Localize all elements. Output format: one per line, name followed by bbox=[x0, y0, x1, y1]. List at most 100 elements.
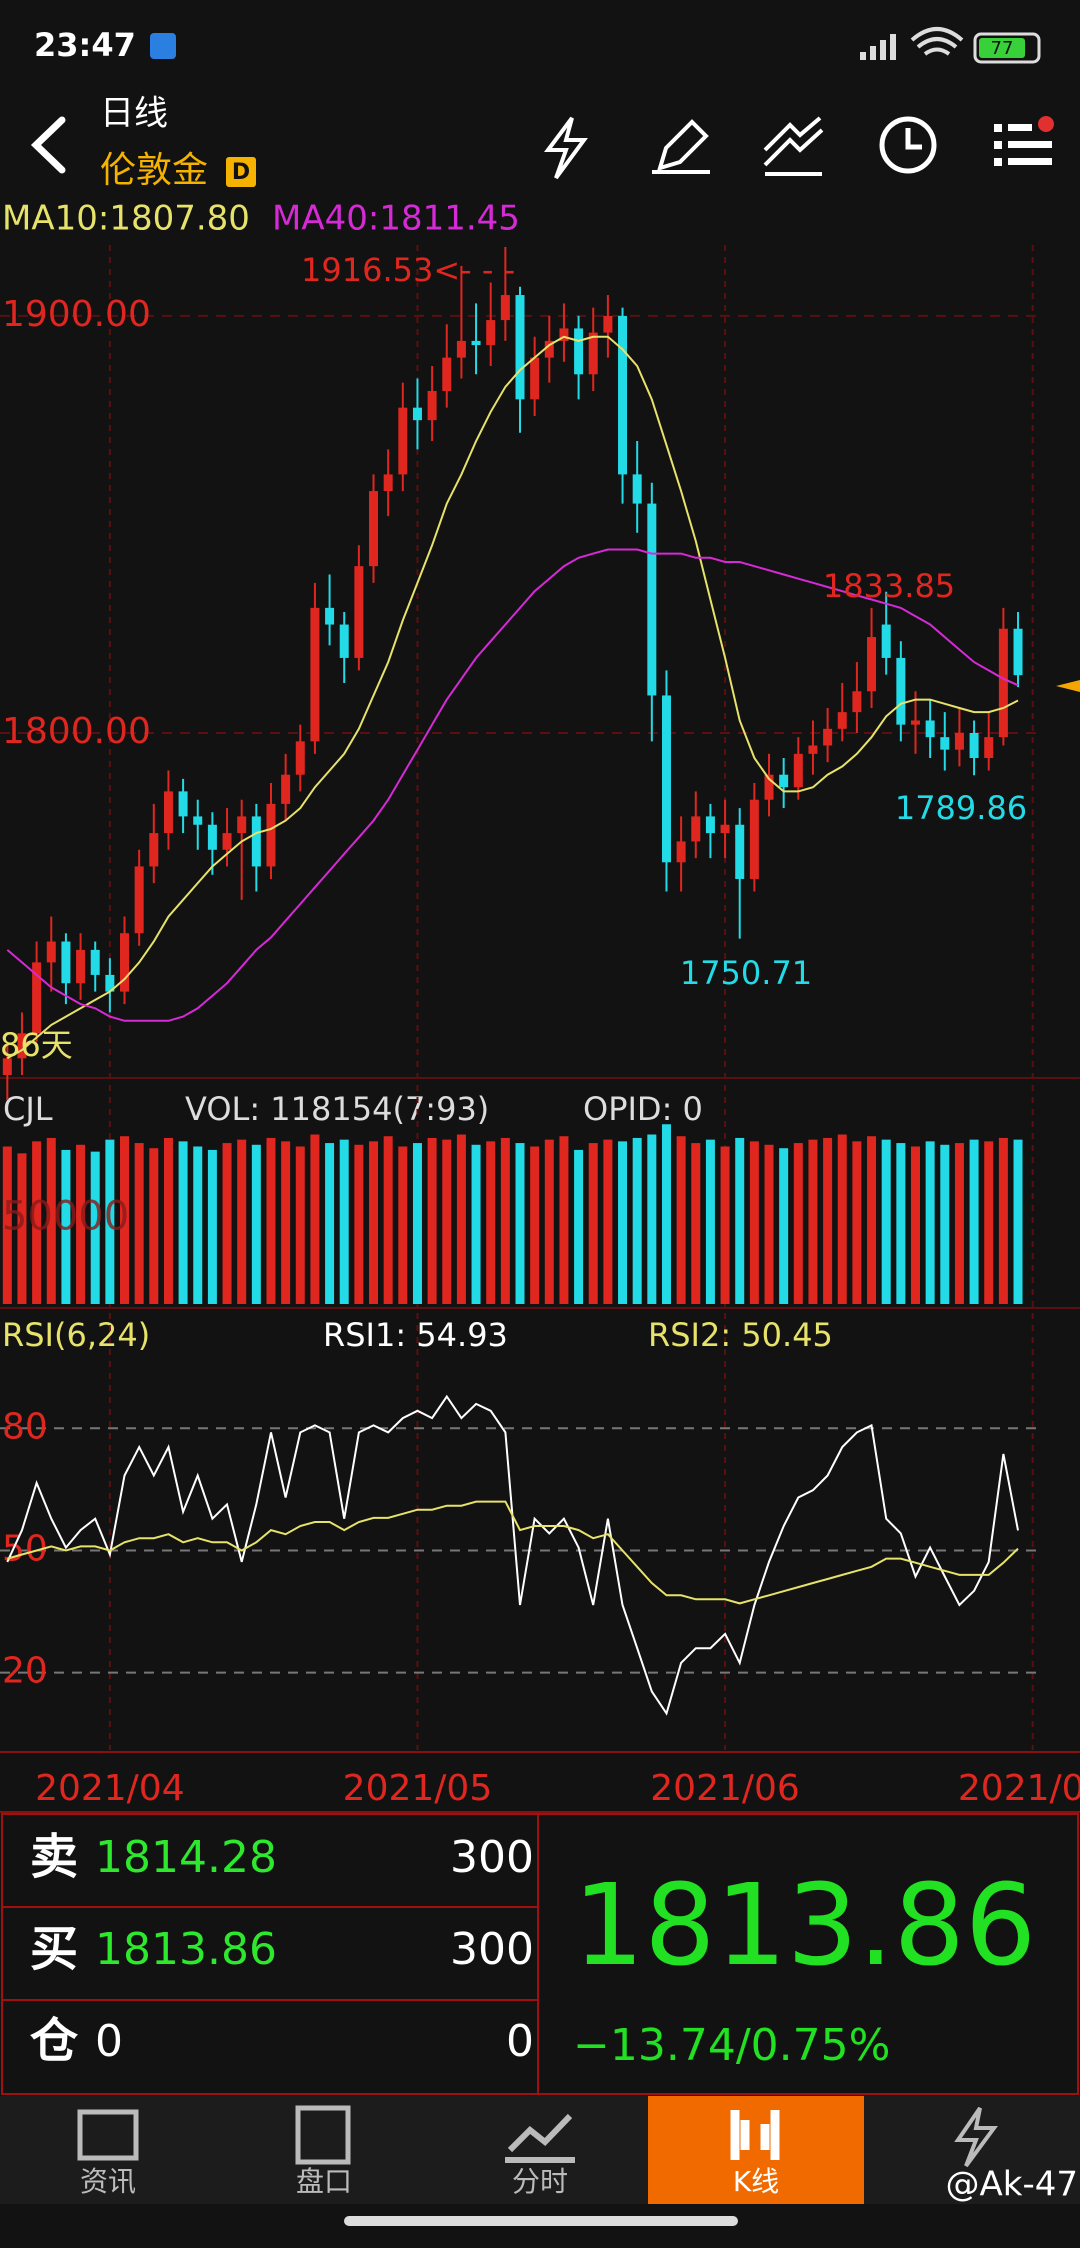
quote-label: 买 bbox=[30, 1921, 78, 1977]
candle-body bbox=[896, 657, 906, 725]
active-tab[interactable] bbox=[648, 2096, 864, 2204]
battery-text: 77 bbox=[991, 38, 1014, 59]
candle-body bbox=[969, 732, 979, 759]
candle-body bbox=[559, 328, 569, 341]
volume-bar bbox=[984, 1141, 994, 1304]
candle-body bbox=[998, 628, 1008, 738]
volume-bar bbox=[325, 1143, 335, 1304]
candle-body bbox=[632, 474, 642, 504]
candle-body bbox=[779, 774, 789, 788]
y-tick-label: 80 bbox=[2, 1406, 48, 1447]
volume-bar bbox=[910, 1146, 920, 1304]
volume-bar bbox=[398, 1146, 408, 1304]
last-price: 1813.86 bbox=[573, 1861, 1036, 1991]
instrument[interactable]: 伦敦金 bbox=[100, 150, 208, 191]
flash-icon[interactable] bbox=[544, 116, 588, 180]
candle-body bbox=[852, 691, 862, 713]
draw-icon[interactable] bbox=[652, 119, 710, 174]
volume-bar bbox=[530, 1146, 540, 1304]
volume-bar bbox=[295, 1146, 305, 1304]
x-tick-label: 2021/05 bbox=[343, 1768, 493, 1809]
legend-entry: RSI2: 50.45 bbox=[648, 1316, 833, 1354]
candle-body bbox=[90, 949, 100, 975]
volume-bar bbox=[603, 1139, 613, 1304]
watermark: @Ak-47 bbox=[946, 2165, 1078, 2205]
candle-body bbox=[134, 866, 144, 934]
volume-bar bbox=[339, 1139, 349, 1304]
notif-icon bbox=[150, 33, 176, 59]
candle-body bbox=[120, 933, 130, 992]
tab-label[interactable]: 分时 bbox=[512, 2165, 568, 2198]
candle-body bbox=[764, 774, 774, 800]
tab-bar bbox=[0, 2096, 1080, 2204]
quote-volume: 0 bbox=[506, 2016, 534, 2067]
volume-bar bbox=[193, 1146, 203, 1304]
volume-bar bbox=[149, 1148, 159, 1304]
opid-info: OPID: 0 bbox=[583, 1090, 703, 1128]
tab-icon bbox=[505, 2113, 575, 2163]
quote-price: 0 bbox=[95, 2016, 123, 2067]
volume-bar bbox=[207, 1149, 217, 1304]
quote-label: 卖 bbox=[30, 1829, 78, 1885]
volume-bar bbox=[647, 1134, 657, 1304]
volume-info: VOL: 118154(7:93) bbox=[185, 1090, 489, 1128]
volume-bar bbox=[76, 1144, 86, 1304]
candle-body bbox=[530, 357, 540, 400]
volume-bar bbox=[412, 1143, 422, 1304]
tab-icon bbox=[77, 2109, 139, 2161]
menu-icon[interactable] bbox=[994, 124, 1052, 166]
candle-body bbox=[237, 816, 247, 834]
wifi-icon bbox=[910, 27, 964, 56]
candle-body bbox=[910, 720, 920, 725]
candle-body bbox=[486, 320, 496, 346]
volume-bar bbox=[310, 1134, 320, 1304]
series-line bbox=[6, 335, 1019, 1060]
volume-bar bbox=[2, 1146, 12, 1304]
battery-level bbox=[979, 38, 1025, 58]
badge: D bbox=[232, 160, 250, 185]
time: 23:47 bbox=[34, 26, 136, 64]
candle-body bbox=[588, 332, 598, 375]
back-button[interactable] bbox=[30, 116, 66, 174]
volume-bar bbox=[471, 1144, 481, 1304]
annotation: 86天 bbox=[0, 1026, 73, 1064]
series-line bbox=[7, 1500, 1019, 1605]
volume-bar bbox=[17, 1153, 27, 1304]
candle-body bbox=[222, 833, 232, 850]
volume-title: CJL bbox=[3, 1090, 53, 1128]
volume-bar bbox=[852, 1141, 862, 1304]
tab-label[interactable]: 资讯 bbox=[80, 2165, 136, 2198]
candle-body bbox=[456, 340, 466, 358]
tab-label[interactable]: 盘口 bbox=[296, 2165, 352, 2198]
volume-bar bbox=[823, 1137, 833, 1304]
volume-bar bbox=[837, 1134, 847, 1304]
y-tick-label: 50000 bbox=[2, 1193, 129, 1239]
candle-body bbox=[691, 816, 701, 842]
candle-body bbox=[193, 816, 203, 825]
volume-bar bbox=[281, 1141, 291, 1304]
rsi-title: RSI(6,24) bbox=[2, 1316, 150, 1354]
candle-body bbox=[837, 712, 847, 729]
annotation: 1789.86 bbox=[895, 789, 1027, 827]
candle-body bbox=[720, 824, 730, 834]
candle-body bbox=[163, 791, 173, 834]
candle-body bbox=[17, 1033, 27, 1059]
candle-body bbox=[427, 390, 437, 421]
candle-body bbox=[149, 833, 159, 867]
indicator-icon[interactable] bbox=[763, 116, 824, 176]
candle-body bbox=[705, 816, 715, 834]
candle-body bbox=[661, 695, 671, 863]
tab-label[interactable]: K线 bbox=[733, 2165, 779, 2198]
volume-bar bbox=[32, 1141, 42, 1304]
series-line bbox=[6, 548, 1019, 1022]
volume-bar bbox=[618, 1141, 628, 1304]
volume-bar bbox=[969, 1139, 979, 1304]
candle-body bbox=[442, 357, 452, 391]
volume-bar bbox=[574, 1149, 584, 1304]
volume-bar bbox=[237, 1139, 247, 1304]
clock-icon[interactable] bbox=[879, 116, 937, 174]
candle-body bbox=[281, 774, 291, 804]
volume-bar bbox=[515, 1143, 525, 1304]
